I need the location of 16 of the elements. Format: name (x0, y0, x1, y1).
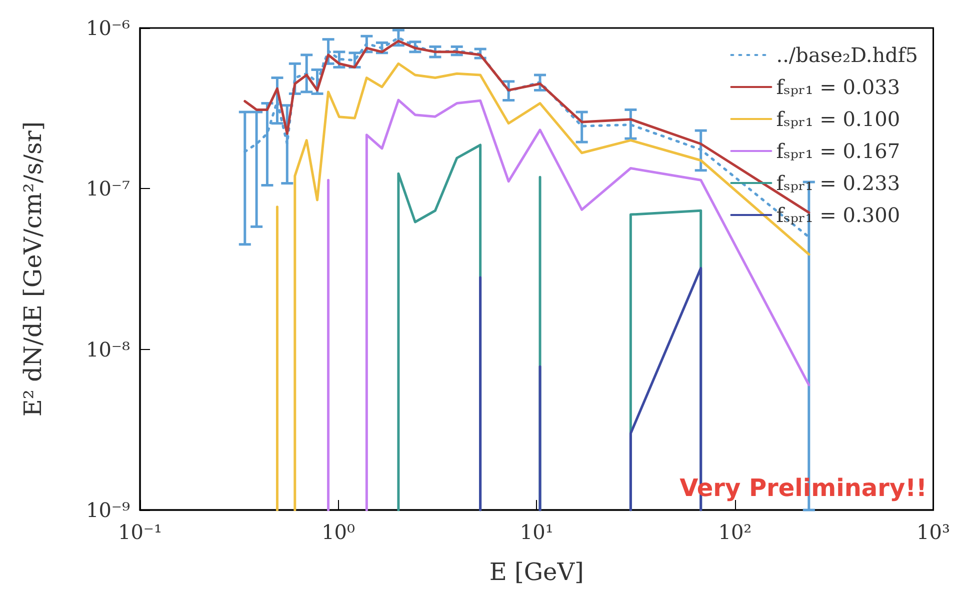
x-tick-label: 10⁻¹ (118, 520, 162, 544)
legend-label: fₛₚᵣ₁ = 0.100 (776, 107, 900, 131)
x-tick-label: 10³ (916, 520, 950, 544)
legend-label: fₛₚᵣ₁ = 0.167 (776, 139, 900, 163)
legend-label: fₛₚᵣ₁ = 0.033 (776, 75, 900, 99)
y-tick-label: 10⁻⁹ (86, 498, 130, 522)
y-tick-label: 10⁻⁸ (86, 337, 130, 362)
legend-label: fₛₚᵣ₁ = 0.233 (776, 171, 900, 195)
legend-label: ../base₂D.hdf5 (776, 43, 918, 67)
x-tick-label: 10² (718, 520, 752, 544)
x-tick-label: 10⁰ (322, 520, 356, 544)
x-tick-label: 10¹ (520, 520, 554, 544)
x-axis-title: E [GeV] (489, 558, 584, 586)
y-tick-label: 10⁻⁶ (86, 16, 130, 40)
y-axis-title: E² dN/dE [GeV/cm²/s/sr] (19, 121, 47, 417)
y-tick-label: 10⁻⁷ (86, 176, 130, 201)
